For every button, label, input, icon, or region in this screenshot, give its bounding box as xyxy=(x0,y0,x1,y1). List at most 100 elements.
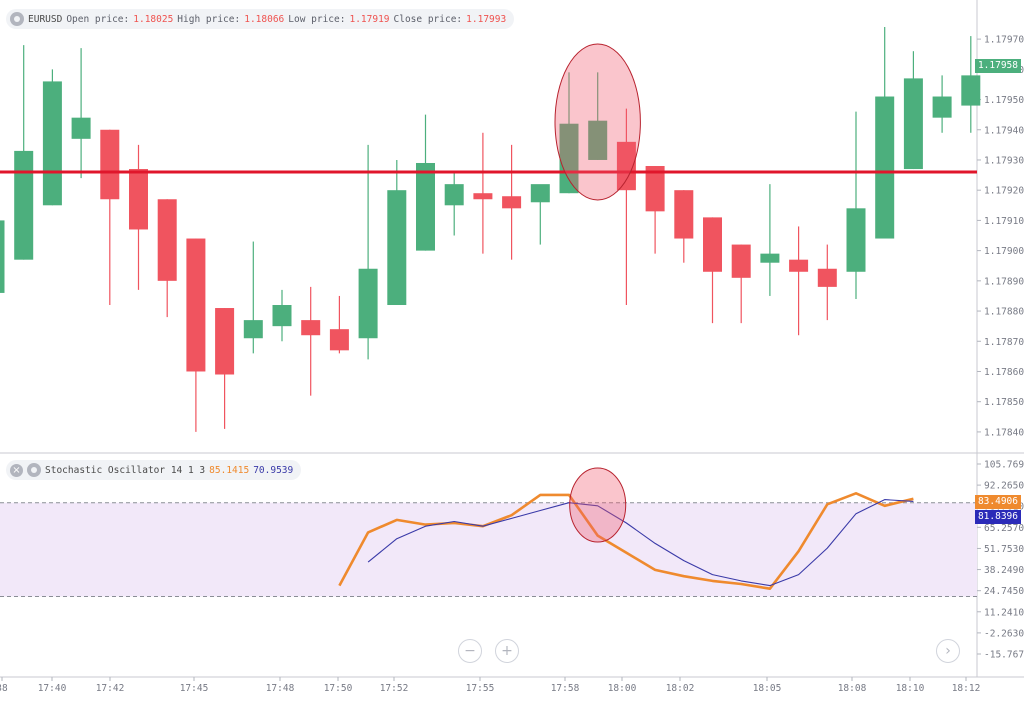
bearish-candle xyxy=(301,320,321,336)
time-tick-label: 17:58 xyxy=(551,683,580,694)
oscillator-tick-label: 11.2410 xyxy=(984,607,1024,618)
close-label: Close price: xyxy=(393,13,463,25)
bearish-candle xyxy=(731,244,751,278)
oscillator-tick-label: 92.2650 xyxy=(984,481,1024,492)
oscillator-tick-label: 24.7450 xyxy=(984,586,1024,597)
zoom-in-button[interactable]: + xyxy=(495,639,519,663)
oscillator-tick-label: -2.2630 xyxy=(984,628,1024,639)
oscillator-tick-label: 65.2570 xyxy=(984,523,1024,534)
settings-gear-icon[interactable] xyxy=(10,12,24,26)
oscillator-tick-label: 51.7530 xyxy=(984,544,1024,555)
bearish-candle xyxy=(100,129,120,200)
bullish-candle xyxy=(71,117,91,139)
time-tick-label: 18:08 xyxy=(838,683,867,694)
indicator-d-value: 70.9539 xyxy=(253,464,294,476)
price-tick-label: 1.17910 xyxy=(984,216,1024,227)
time-tick-label: 17:40 xyxy=(38,683,67,694)
bearish-candle xyxy=(473,193,493,200)
price-tick-label: 1.17860 xyxy=(984,367,1024,378)
scroll-right-button[interactable]: › xyxy=(936,639,960,663)
bearish-candle xyxy=(157,199,177,281)
k-last-tag: 83.4906 xyxy=(974,495,1021,509)
time-tick-label: 17:52 xyxy=(380,683,409,694)
bullish-candle xyxy=(416,162,435,251)
remove-indicator-icon[interactable]: × xyxy=(10,463,23,477)
stochastic-k-line xyxy=(338,491,914,591)
bullish-candle xyxy=(0,220,5,293)
bullish-candle xyxy=(875,96,895,239)
zoom-out-button[interactable]: − xyxy=(458,639,482,663)
time-tick-label: 18:10 xyxy=(896,683,925,694)
price-tick-label: 1.17940 xyxy=(984,125,1024,136)
bearish-candle xyxy=(186,238,206,372)
time-tick-label: 17:48 xyxy=(266,683,295,694)
bullish-candle xyxy=(272,305,292,327)
price-tick-label: 1.17890 xyxy=(984,276,1024,287)
oscillator-tick-label: -15.7670 xyxy=(984,650,1024,661)
bullish-candle xyxy=(42,81,62,206)
price-tick-label: 1.17850 xyxy=(984,397,1024,408)
bullish-candle xyxy=(444,184,464,206)
bearish-candle xyxy=(616,141,636,191)
bullish-candle xyxy=(760,253,780,263)
price-tick-label: 1.17880 xyxy=(984,307,1024,318)
bullish-candle xyxy=(588,120,608,160)
price-tick-label: 1.17950 xyxy=(984,95,1024,106)
price-tick-label: 1.17900 xyxy=(984,246,1024,257)
bullish-candle xyxy=(846,208,866,272)
highlight-ellipse xyxy=(554,43,641,201)
indicator-name: Stochastic Oscillator 14 1 3 xyxy=(45,464,206,476)
bullish-candle xyxy=(358,268,378,339)
bearish-candle xyxy=(645,166,665,212)
price-legend: EURUSD Open price: 1.18025 High price: 1… xyxy=(6,9,515,29)
time-tick-label: 18:12 xyxy=(952,683,981,694)
bearish-candle xyxy=(129,169,148,230)
stochastic-d-line xyxy=(367,499,914,587)
bearish-candle xyxy=(703,217,722,272)
bearish-candle xyxy=(789,259,809,272)
bullish-candle xyxy=(559,123,579,194)
bullish-candle xyxy=(530,184,550,203)
high-value: 1.18066 xyxy=(244,13,285,25)
time-tick-label: 18:00 xyxy=(608,683,637,694)
open-value: 1.18025 xyxy=(133,13,174,25)
high-label: High price: xyxy=(177,13,241,25)
time-tick-label: 17:42 xyxy=(96,683,125,694)
open-label: Open price: xyxy=(66,13,130,25)
price-tick-label: 1.17970 xyxy=(984,35,1024,46)
bullish-candle xyxy=(387,190,407,306)
price-tick-label: 1.17840 xyxy=(984,427,1024,438)
bullish-candle xyxy=(243,320,263,339)
time-tick-label: 17:55 xyxy=(466,683,495,694)
bullish-candle xyxy=(903,78,923,170)
d-last-tag: 81.8396 xyxy=(974,510,1021,524)
indicator-settings-gear-icon[interactable] xyxy=(27,463,41,477)
highlight-circle xyxy=(569,467,627,543)
oscillator-tick-label: 105.7690 xyxy=(984,460,1024,471)
oscillator-tick-label: 38.2490 xyxy=(984,565,1024,576)
last-price-tag: 1.17958 xyxy=(974,59,1021,73)
low-value: 1.17919 xyxy=(349,13,390,25)
bearish-candle xyxy=(674,190,694,239)
price-tick-label: 1.17870 xyxy=(984,337,1024,348)
indicator-legend: × Stochastic Oscillator 14 1 3 85.1415 7… xyxy=(6,460,302,480)
symbol-name: EURUSD xyxy=(28,13,63,25)
bearish-candle xyxy=(215,308,235,375)
bullish-candle xyxy=(961,75,981,106)
bearish-candle xyxy=(817,268,837,287)
oscillator-band xyxy=(0,502,977,597)
time-tick-label: 18:02 xyxy=(666,683,695,694)
time-tick-label: 38 xyxy=(0,683,8,694)
time-tick-label: 18:05 xyxy=(753,683,782,694)
close-value: 1.17993 xyxy=(466,13,507,25)
bullish-candle xyxy=(14,150,34,260)
price-tick-label: 1.17920 xyxy=(984,186,1024,197)
time-tick-label: 17:45 xyxy=(180,683,209,694)
time-tick-label: 17:50 xyxy=(324,683,353,694)
bullish-candle xyxy=(932,96,952,118)
low-label: Low price: xyxy=(288,13,346,25)
price-tick-label: 1.17930 xyxy=(984,155,1024,166)
indicator-k-value: 85.1415 xyxy=(209,464,250,476)
